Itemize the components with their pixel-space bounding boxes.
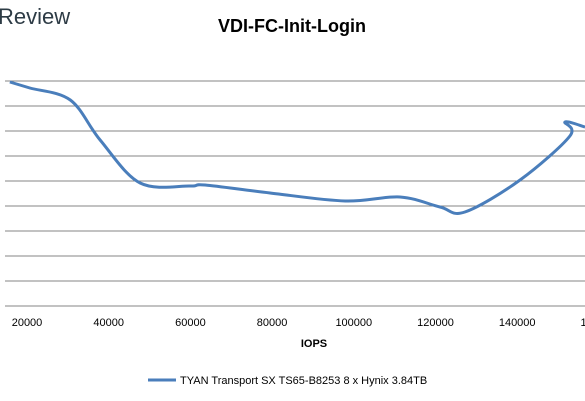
legend-label: TYAN Transport SX TS65-B8253 8 x Hynix 3… (180, 375, 427, 387)
x-tick-label: 140000 (499, 317, 536, 329)
x-tick-label: 20000 (12, 317, 43, 329)
x-tick-label: 40000 (93, 317, 124, 329)
x-tick-label: 100000 (335, 317, 372, 329)
x-tick-label: 80000 (257, 317, 288, 329)
data-line (9, 80, 585, 215)
chart-title: VDI-FC-Init-Login (218, 16, 366, 36)
x-tick-label: 120000 (417, 317, 454, 329)
brand-logo: Review (0, 4, 70, 29)
x-tick-label: 60000 (175, 317, 206, 329)
x-tick-label: 160000 (581, 317, 585, 329)
x-axis-label: IOPS (301, 338, 327, 350)
